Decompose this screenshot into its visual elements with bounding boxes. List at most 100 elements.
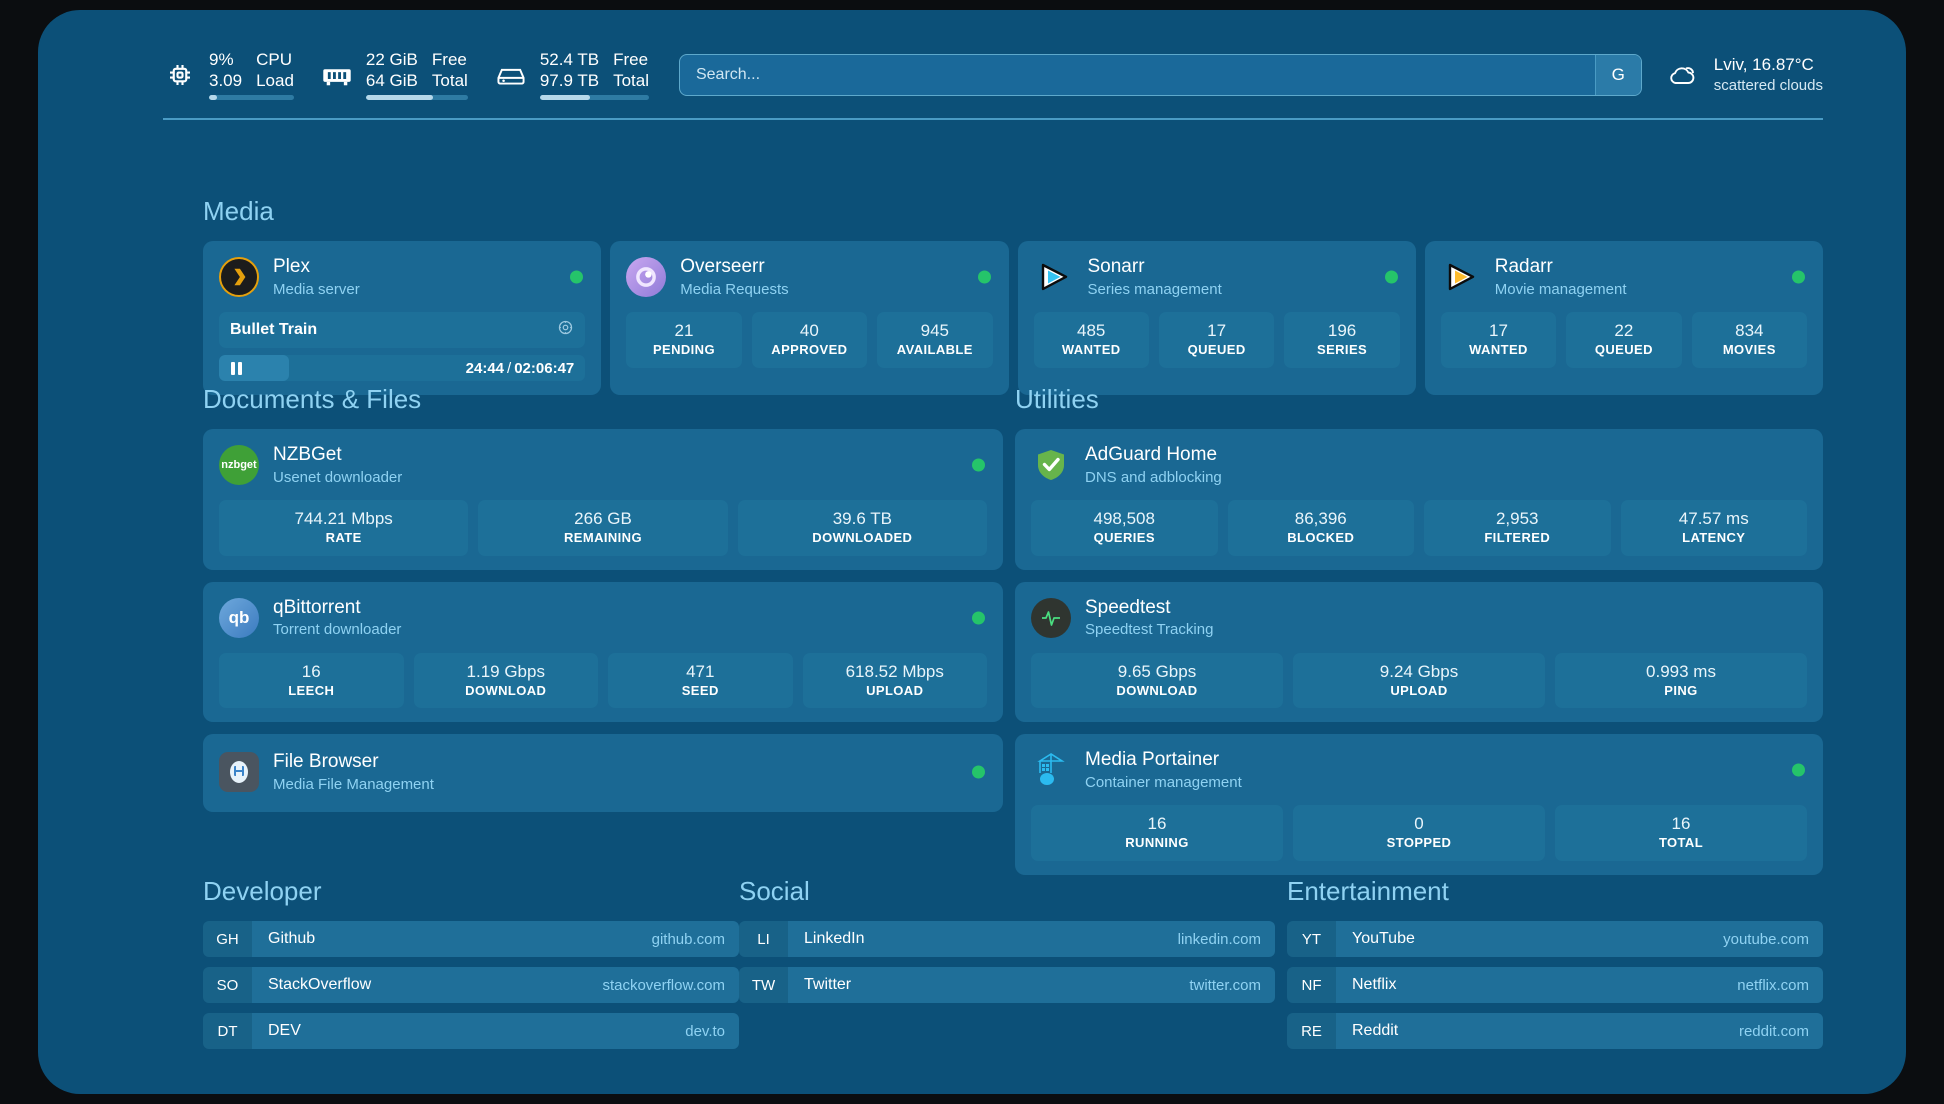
stat-label: WANTED (1061, 341, 1121, 357)
stat-label: DOWNLOAD (465, 682, 547, 698)
stat-value: 47.57 ms (1678, 509, 1749, 529)
stat-label: AVAILABLE (896, 341, 973, 357)
disk-stat-group[interactable]: 52.4 TB 97.9 TB Free Total (494, 50, 649, 101)
bookmarks-section: Developer GH Github github.com SO StackO… (203, 876, 1823, 1059)
stat-cell: 744.21 Mbps RATE (219, 500, 469, 556)
cpu-load-value: 3.09 (209, 70, 243, 90)
card-stats: 744.21 Mbps RATE 266 GB REMAINING 39.6 T… (219, 500, 987, 556)
link-host: twitter.com (1189, 976, 1261, 994)
documents-section: Documents & Files nzbget NZBGet Usenet d… (203, 384, 1003, 813)
link-body[interactable]: Github github.com (252, 921, 739, 957)
utilities-section: Utilities AdGuard Home DNS and adblockin… (1015, 384, 1823, 875)
card-title: Sonarr (1087, 256, 1145, 277)
link-item[interactable]: RE Reddit reddit.com (1287, 1013, 1823, 1049)
card-title: Media Portainer (1085, 749, 1220, 771)
disk-stat-block: 52.4 TB 97.9 TB Free Total (539, 50, 649, 101)
service-card-plex[interactable]: Plex Media server Bullet Train (203, 241, 602, 396)
media-card-grid: Plex Media server Bullet Train (203, 241, 1823, 396)
section-title-media: Media (203, 196, 274, 226)
stat-label: STOPPED (1386, 835, 1452, 851)
link-item[interactable]: SO StackOverflow stackoverflow.com (203, 967, 739, 1003)
status-badge (972, 765, 985, 779)
service-card-adguard-home[interactable]: AdGuard Home DNS and adblocking 498,508 … (1015, 429, 1823, 570)
link-body[interactable]: YouTube youtube.com (1336, 921, 1823, 957)
link-host: linkedin.com (1177, 930, 1261, 948)
card-title: Radarr (1494, 256, 1553, 277)
speedtest-pulse-icon (1031, 597, 1071, 638)
link-host: stackoverflow.com (602, 976, 725, 994)
weather-condition: scattered clouds (1713, 77, 1823, 95)
service-card-qbittorrent[interactable]: qb qBittorrent Torrent downloader 16 LEE… (203, 581, 1003, 723)
stat-cell: 0 STOPPED (1293, 805, 1545, 861)
stat-label: RATE (325, 529, 362, 545)
playback-duration: 02:06:47 (514, 359, 575, 377)
link-item[interactable]: GH Github github.com (203, 921, 739, 957)
stat-label: UPLOAD (1390, 682, 1448, 698)
card-header: AdGuard Home DNS and adblocking (1031, 443, 1807, 487)
search-engine-button[interactable]: G (1594, 55, 1641, 95)
card-stats: 485 WANTED 17 QUEUED 196 SERIES (1033, 312, 1400, 368)
settings-gear-icon[interactable] (557, 319, 574, 341)
memory-free-value: 22 GiB (365, 49, 418, 69)
service-card-file-browser[interactable]: File Browser Media File Management (203, 734, 1003, 813)
qbittorrent-icon: qb (219, 597, 259, 638)
stat-cell: 945 AVAILABLE (877, 312, 993, 368)
link-item[interactable]: LI LinkedIn linkedin.com (739, 921, 1275, 957)
stat-cell: 498,508 QUERIES (1031, 500, 1218, 556)
status-badge (972, 611, 985, 625)
service-card-radarr[interactable]: Radarr Movie management 17 WANTED 22 QUE… (1424, 241, 1823, 396)
link-body[interactable]: Reddit reddit.com (1336, 1013, 1823, 1049)
disk-icon (494, 58, 528, 92)
service-card-sonarr[interactable]: Sonarr Series management 485 WANTED 17 Q… (1017, 241, 1416, 396)
header-bar: 9% 3.09 CPU Load (163, 32, 1823, 120)
service-card-nzbget[interactable]: nzbget NZBGet Usenet downloader 744.21 M… (203, 429, 1003, 570)
stat-cell: 485 WANTED (1033, 312, 1149, 368)
link-item[interactable]: DT DEV dev.to (203, 1013, 739, 1049)
service-card-overseerr[interactable]: Overseerr Media Requests 21 PENDING 40 A… (610, 241, 1009, 396)
card-header: Plex Media server (219, 255, 585, 299)
pause-icon[interactable] (231, 361, 242, 375)
file-browser-icon (219, 752, 259, 793)
search-input[interactable]: Search... (695, 66, 761, 83)
link-name: LinkedIn (804, 930, 865, 947)
stat-label: MOVIES (1722, 341, 1776, 357)
service-card-media-portainer[interactable]: Media Portainer Container management 16 … (1015, 734, 1823, 875)
weather-widget[interactable]: Lviv, 16.87°C scattered clouds (1666, 54, 1823, 96)
service-card-speedtest[interactable]: Speedtest Speedtest Tracking 9.65 Gbps D… (1015, 581, 1823, 723)
search-box[interactable]: Search... G (678, 54, 1642, 96)
card-subtitle: DNS and adblocking (1085, 468, 1222, 486)
stat-value: 0.993 ms (1646, 661, 1716, 681)
link-body[interactable]: StackOverflow stackoverflow.com (252, 967, 739, 1003)
stat-value: 16 (301, 661, 321, 681)
card-stats: 21 PENDING 40 APPROVED 945 AVAILABLE (626, 312, 993, 368)
link-name: Twitter (804, 976, 852, 993)
stat-value: 744.21 Mbps (294, 509, 393, 529)
card-stats: 16 LEECH 1.19 Gbps DOWNLOAD 471 SEED 618… (219, 652, 987, 709)
link-item[interactable]: YT YouTube youtube.com (1287, 921, 1823, 957)
section-title-developer: Developer (203, 876, 322, 906)
link-item[interactable]: NF Netflix netflix.com (1287, 967, 1823, 1003)
stat-value: 39.6 TB (832, 509, 892, 529)
plex-icon (219, 257, 259, 298)
link-item[interactable]: TW Twitter twitter.com (739, 967, 1275, 1003)
playback-progress-bar[interactable]: 24:44/02:06:47 (219, 355, 586, 382)
status-badge (570, 270, 584, 284)
memory-stat-group[interactable]: 22 GiB 64 GiB Free Total (320, 49, 468, 101)
stat-label: TOTAL (1658, 835, 1704, 851)
card-header: Radarr Movie management (1441, 255, 1807, 299)
link-badge: RE (1287, 1013, 1336, 1049)
link-body[interactable]: Netflix netflix.com (1336, 967, 1823, 1003)
link-name: Reddit (1352, 1022, 1399, 1039)
link-body[interactable]: Twitter twitter.com (788, 967, 1275, 1003)
stat-cell: 196 SERIES (1284, 312, 1400, 368)
section-title-documents: Documents & Files (203, 384, 422, 414)
playback-time: 24:44/02:06:47 (466, 360, 575, 377)
card-subtitle: Series management (1087, 280, 1222, 298)
stat-cell: 618.52 Mbps UPLOAD (802, 652, 987, 709)
nzbget-icon: nzbget (219, 445, 259, 486)
link-body[interactable]: LinkedIn linkedin.com (788, 921, 1275, 957)
link-badge: SO (203, 967, 252, 1003)
cpu-usage-bar (209, 95, 294, 101)
link-body[interactable]: DEV dev.to (252, 1013, 739, 1049)
cpu-stat-group[interactable]: 9% 3.09 CPU Load (163, 50, 294, 101)
